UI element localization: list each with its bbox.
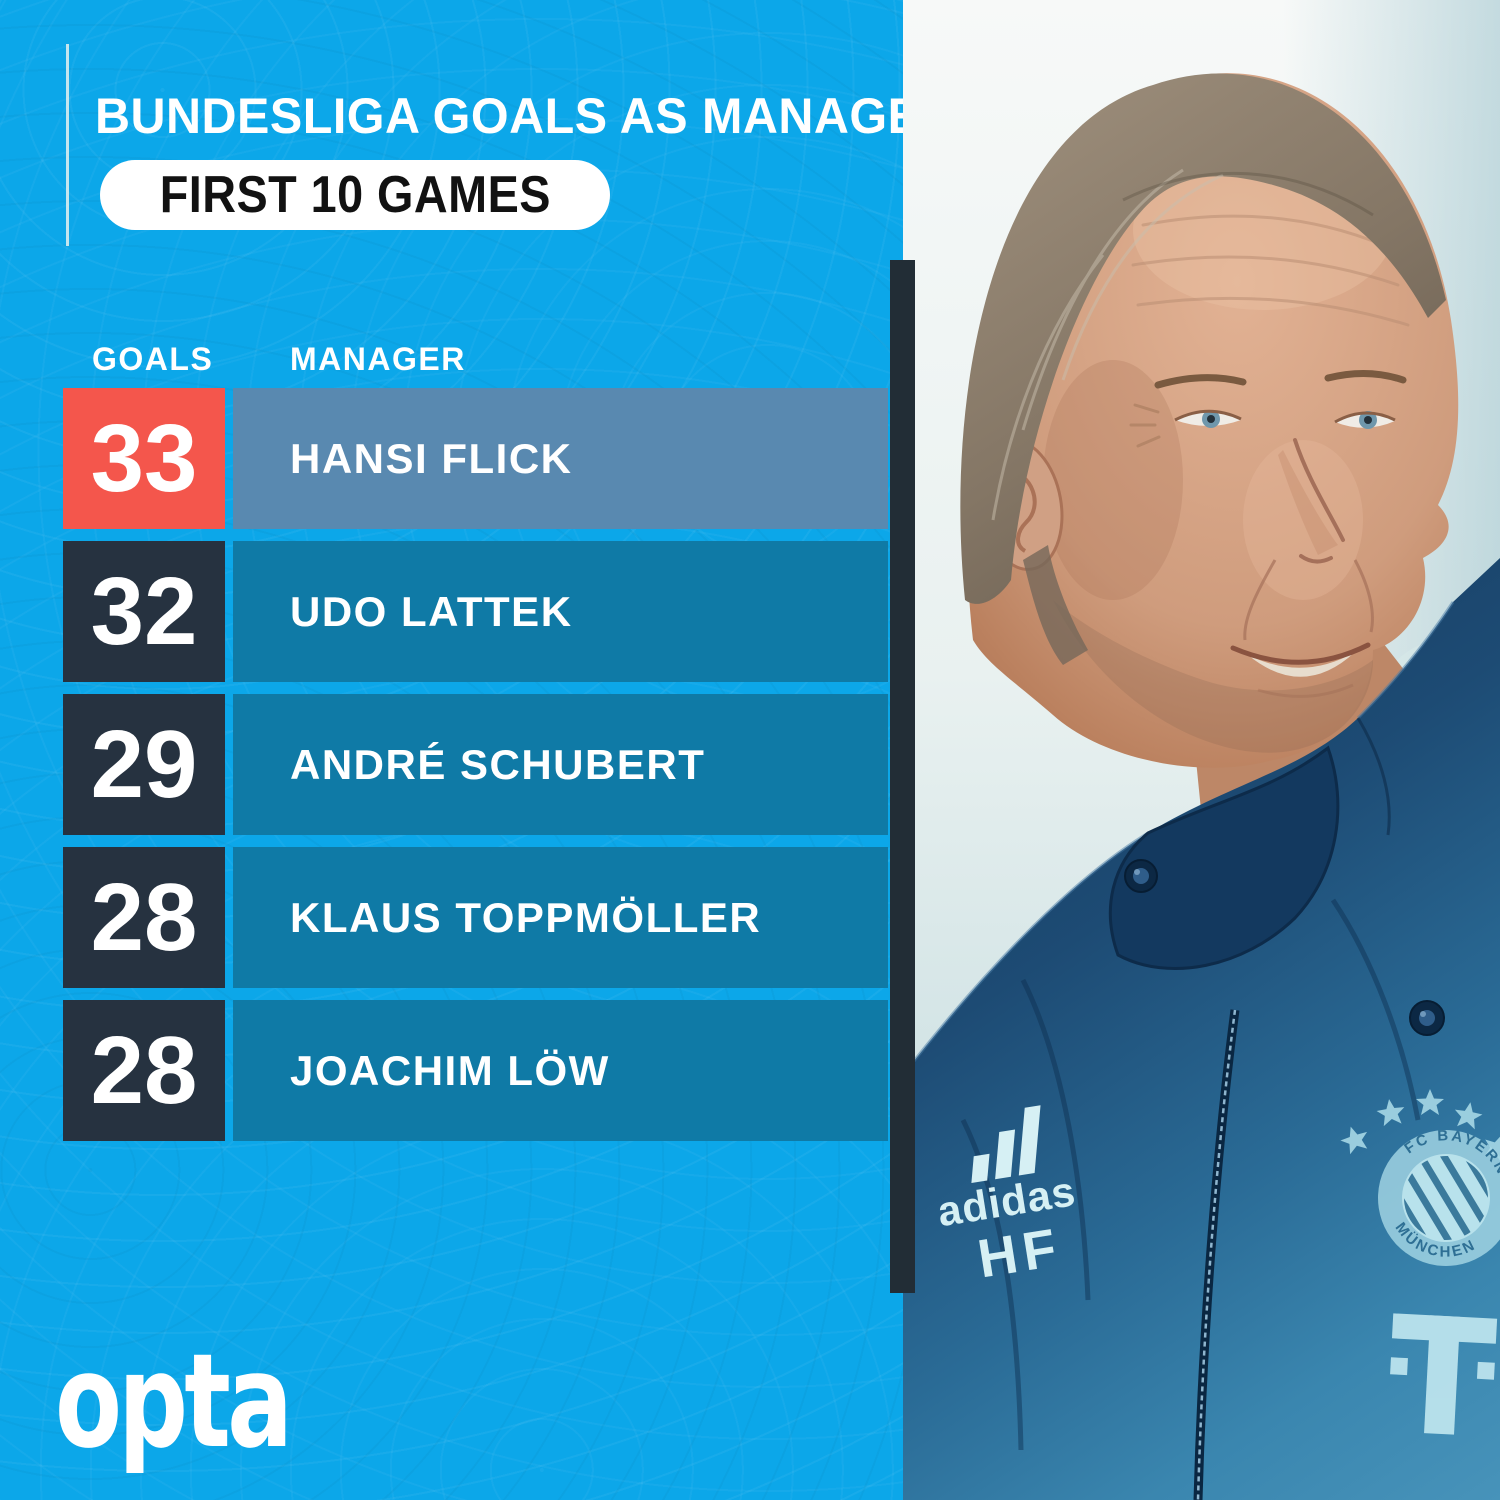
manager-column-header: MANAGER bbox=[290, 341, 466, 377]
divider-stripe bbox=[890, 260, 915, 1293]
goals-value: 33 bbox=[90, 404, 198, 512]
goals-value: 28 bbox=[90, 1016, 198, 1124]
nose bbox=[1278, 438, 1345, 564]
goals-value: 29 bbox=[90, 710, 198, 818]
goals-value-box: 33 bbox=[63, 388, 225, 529]
column-headers: GOALS MANAGER bbox=[0, 338, 903, 378]
manager-bar: UDO LATTEK bbox=[233, 541, 888, 682]
eyes bbox=[1174, 409, 1396, 429]
manager-bar: ANDRÉ SCHUBERT bbox=[233, 694, 888, 835]
goals-value-box: 32 bbox=[63, 541, 225, 682]
jacket bbox=[903, 558, 1500, 1500]
manager-list: 33 HANSI FLICK 32 UDO LATTEK 29 ANDRÉ SCHUBER… bbox=[63, 388, 888, 1153]
mouth bbox=[1230, 559, 1374, 698]
manager-name: HANSI FLICK bbox=[290, 434, 573, 482]
adidas-bars-icon bbox=[971, 1105, 1041, 1184]
subtitle-pill: FIRST 10 GAMES bbox=[100, 160, 610, 230]
manager-name: UDO LATTEK bbox=[290, 587, 573, 635]
portrait-illustration: adidas HF bbox=[903, 0, 1500, 1500]
jacket-folds bbox=[960, 898, 1421, 1451]
manager-photo: adidas HF bbox=[903, 0, 1500, 1500]
crest-stars bbox=[1340, 1089, 1500, 1163]
subtitle-text: FIRST 10 GAMES bbox=[159, 166, 551, 224]
adidas-logo: adidas HF bbox=[934, 1105, 1079, 1289]
stats-panel: BUNDESLIGA GOALS AS MANAGER FIRST 10 GAM… bbox=[0, 0, 955, 1500]
crows-feet bbox=[1129, 403, 1161, 448]
stubble bbox=[1053, 600, 1373, 753]
table-row: 28 JOACHIM LÖW bbox=[63, 1000, 888, 1141]
zipper bbox=[1193, 1009, 1240, 1500]
manager-name: JOACHIM LÖW bbox=[290, 1046, 610, 1094]
accent-line bbox=[66, 44, 69, 246]
manager-name: KLAUS TOPPMÖLLER bbox=[290, 893, 762, 941]
table-row: 29 ANDRÉ SCHUBERT bbox=[63, 694, 888, 835]
manager-bar: KLAUS TOPPMÖLLER bbox=[233, 847, 888, 988]
goals-value-box: 28 bbox=[63, 1000, 225, 1141]
table-row: 32 UDO LATTEK bbox=[63, 541, 888, 682]
manager-bar: HANSI FLICK bbox=[233, 388, 888, 529]
manager-name: ANDRÉ SCHUBERT bbox=[290, 740, 706, 788]
jacket-initials: HF bbox=[974, 1217, 1066, 1289]
table-row: 33 HANSI FLICK bbox=[63, 388, 888, 529]
opta-logo: opta bbox=[55, 1325, 293, 1477]
hair bbox=[960, 73, 1446, 665]
eyebrows bbox=[1154, 369, 1407, 389]
page-title: BUNDESLIGA GOALS AS MANAGER bbox=[95, 88, 956, 144]
goals-value: 32 bbox=[90, 557, 198, 665]
snap-button bbox=[1409, 1000, 1445, 1036]
goals-value: 28 bbox=[90, 863, 198, 971]
sideburn bbox=[1023, 545, 1088, 665]
snap-button bbox=[1124, 859, 1158, 893]
goals-column-header: GOALS bbox=[92, 341, 214, 377]
telekom-logo bbox=[1390, 1313, 1498, 1435]
goals-value-box: 29 bbox=[63, 694, 225, 835]
goals-value-box: 28 bbox=[63, 847, 225, 988]
bayern-crest: FC BAYERN MÜNCHEN bbox=[1378, 1116, 1500, 1270]
table-row: 28 KLAUS TOPPMÖLLER bbox=[63, 847, 888, 988]
collar bbox=[1108, 745, 1340, 971]
manager-bar: JOACHIM LÖW bbox=[233, 1000, 888, 1141]
